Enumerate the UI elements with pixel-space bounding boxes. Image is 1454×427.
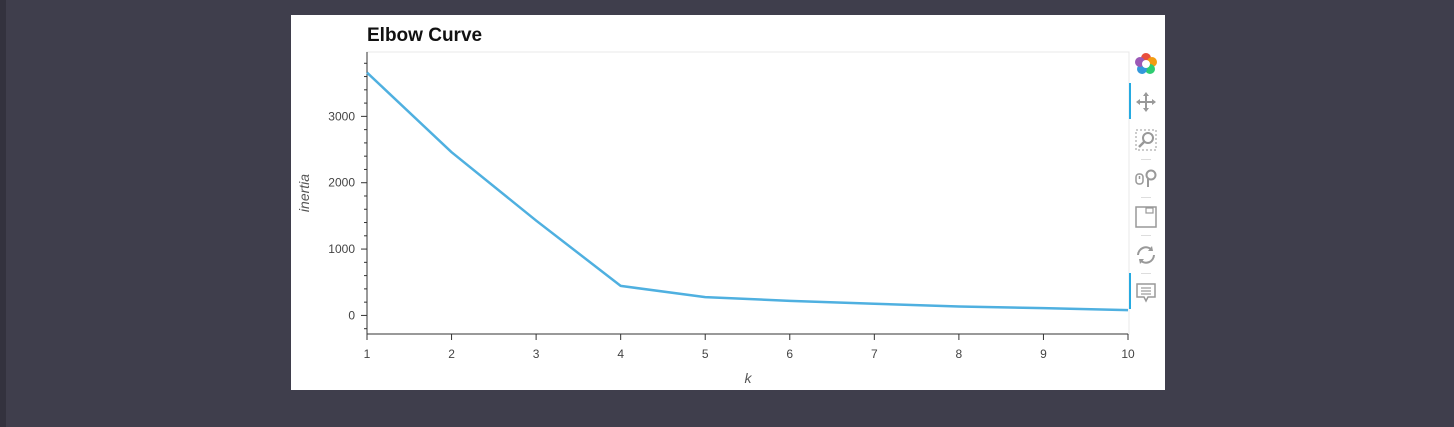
y-tick-label: 2000 (328, 176, 355, 190)
y-axis-label: inertia (296, 174, 312, 212)
save-icon[interactable] (1133, 204, 1159, 230)
x-tick-label: 4 (617, 347, 624, 361)
plot-panel: Elbow Curve 0 1000 2000 3000 1 2 3 4 5 6 7 8 9 10 in… (291, 15, 1165, 390)
chart-title: Elbow Curve (367, 25, 482, 46)
y-tick-label: 0 (348, 308, 355, 322)
x-tick-label: 6 (786, 347, 793, 361)
x-axis-label: k (745, 370, 753, 386)
x-tick-label: 9 (1040, 347, 1047, 361)
chart-svg[interactable]: Elbow Curve 0 1000 2000 3000 1 2 3 4 5 6 7 8 9 10 in… (291, 15, 1165, 390)
x-tick-label: 5 (702, 347, 709, 361)
hover-icon[interactable] (1133, 280, 1159, 306)
x-tick-label: 2 (448, 347, 455, 361)
series-line (366, 71, 1129, 312)
y-tick-label: 1000 (328, 242, 355, 256)
pan-icon[interactable] (1133, 89, 1159, 115)
x-tick-label: 7 (871, 347, 878, 361)
toolbar-separator (1141, 235, 1151, 236)
toolbar-separator (1141, 159, 1151, 160)
x-axis: 1 2 3 4 5 6 7 8 9 10 (364, 333, 1135, 361)
toolbar-separator (1141, 197, 1151, 198)
wheel-zoom-icon[interactable] (1133, 166, 1159, 192)
series-layer (366, 71, 1129, 312)
x-tick-label: 1 (364, 347, 371, 361)
box-zoom-icon[interactable] (1133, 127, 1159, 153)
active-drag-indicator (1129, 83, 1131, 119)
x-tick-label: 8 (956, 347, 963, 361)
page-edge (0, 0, 6, 427)
reset-icon[interactable] (1133, 242, 1159, 268)
toolbar-separator (1141, 273, 1151, 274)
x-tick-label: 10 (1121, 347, 1135, 361)
y-axis: 0 1000 2000 3000 (328, 52, 368, 334)
bokeh-logo-icon[interactable] (1133, 51, 1159, 77)
y-tick-label: 3000 (328, 109, 355, 123)
active-inspect-indicator (1129, 273, 1131, 309)
plot-toolbar (1129, 49, 1165, 319)
plot-frame (366, 51, 1130, 335)
x-tick-label: 3 (533, 347, 540, 361)
